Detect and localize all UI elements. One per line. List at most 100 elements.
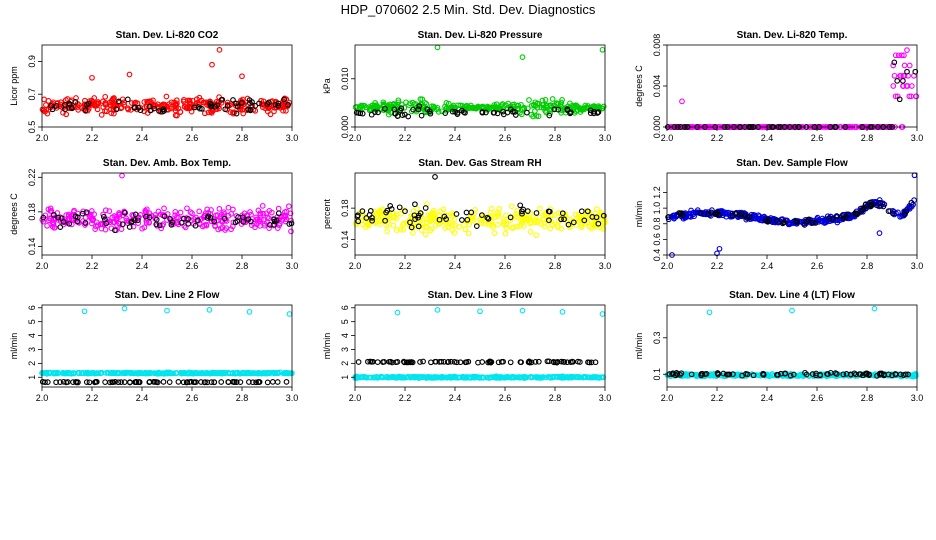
x-tick-label: 2.6 — [811, 261, 824, 271]
data-point — [752, 215, 759, 221]
data-point — [266, 99, 272, 106]
data-point — [124, 105, 131, 112]
data-point — [174, 112, 180, 119]
data-point — [546, 358, 552, 365]
data-point — [422, 231, 429, 238]
data-point — [453, 374, 459, 381]
data-point — [527, 216, 534, 223]
data-point — [109, 214, 116, 221]
x-tick-label: 2.0 — [349, 261, 362, 271]
data-point — [369, 217, 375, 224]
data-point — [230, 97, 236, 103]
data-point — [439, 374, 446, 381]
data-point — [143, 213, 149, 220]
data-point — [418, 112, 425, 119]
data-point — [123, 217, 130, 224]
data-point — [429, 216, 436, 222]
data-point — [73, 95, 79, 101]
data-point — [265, 215, 272, 222]
data-point — [281, 96, 287, 103]
data-point — [68, 370, 75, 377]
data-point — [94, 106, 101, 113]
x-tick-label: 2.6 — [186, 393, 199, 403]
data-point — [234, 218, 241, 224]
data-point — [485, 215, 492, 222]
data-point — [833, 213, 840, 219]
data-point — [359, 110, 366, 117]
data-point — [134, 370, 141, 377]
data-point — [156, 222, 163, 229]
data-point — [592, 359, 599, 366]
data-point — [546, 374, 552, 380]
data-point — [394, 359, 401, 365]
data-point — [282, 218, 289, 225]
data-point — [418, 227, 425, 233]
data-point — [141, 104, 148, 111]
data-point — [479, 374, 485, 381]
plot-frame — [666, 44, 918, 128]
data-point — [594, 206, 600, 213]
data-point — [470, 374, 477, 381]
plot-frame — [41, 172, 293, 256]
data-point — [244, 369, 251, 376]
data-point — [473, 374, 479, 381]
data-point — [528, 111, 535, 118]
data-point — [508, 374, 515, 381]
data-point — [479, 109, 486, 115]
data-point — [561, 216, 567, 223]
data-point — [690, 209, 697, 216]
data-point — [188, 369, 195, 376]
data-point — [185, 216, 192, 222]
chart-panel: Stan. Dev. Line 3 Flow 2.0 2.2 2.4 2.6 2.8 3.0… — [322, 290, 611, 403]
data-point — [253, 379, 259, 386]
panel-title: Stan. Dev. Line 4 (LT) Flow — [729, 290, 855, 301]
data-point — [167, 370, 174, 377]
data-point — [565, 374, 572, 381]
y-tick-label: 0.004 — [652, 75, 662, 98]
data-point — [494, 213, 501, 219]
data-point — [456, 224, 462, 230]
data-point — [871, 305, 878, 312]
data-point — [49, 106, 56, 113]
data-point — [403, 220, 410, 227]
data-point — [527, 229, 534, 235]
data-point — [60, 219, 67, 225]
y-tick-label: 0.3 — [652, 332, 662, 345]
data-point — [906, 62, 913, 69]
data-point — [131, 104, 138, 111]
data-point — [53, 103, 60, 109]
data-point — [544, 214, 551, 221]
data-point — [130, 223, 137, 230]
data-point — [515, 102, 522, 109]
data-point — [600, 226, 607, 232]
data-point — [481, 374, 487, 381]
data-point — [532, 359, 539, 365]
data-point — [412, 216, 418, 222]
data-point — [535, 113, 542, 120]
data-point — [412, 201, 418, 208]
data-point — [595, 374, 601, 380]
chart-panel: Stan. Dev. Line 4 (LT) Flow 2.0 2.2 2.4 2.6 2… — [634, 290, 923, 403]
x-tick-label: 2.0 — [349, 133, 362, 143]
y-tick-label: 0.4 — [652, 249, 662, 262]
x-tick-label: 2.2 — [399, 393, 412, 403]
data-point — [913, 93, 920, 100]
data-point — [519, 307, 526, 314]
data-point — [743, 371, 749, 377]
data-point — [486, 221, 492, 228]
data-point — [714, 370, 721, 377]
x-tick-label: 2.8 — [549, 133, 562, 143]
data-point — [286, 203, 292, 210]
data-point — [519, 208, 525, 215]
data-point — [532, 99, 539, 106]
data-point — [462, 374, 468, 381]
data-point — [374, 213, 381, 219]
data-point — [398, 210, 404, 217]
data-point — [736, 211, 743, 218]
x-tick-label: 2.8 — [236, 393, 249, 403]
panels: Stan. Dev. Li-820 CO2 2.0 2.2 2.4 2.6 2.8 3.0 0… — [9, 30, 923, 403]
data-point — [236, 100, 242, 107]
data-point — [527, 374, 534, 380]
data-point — [492, 214, 498, 221]
